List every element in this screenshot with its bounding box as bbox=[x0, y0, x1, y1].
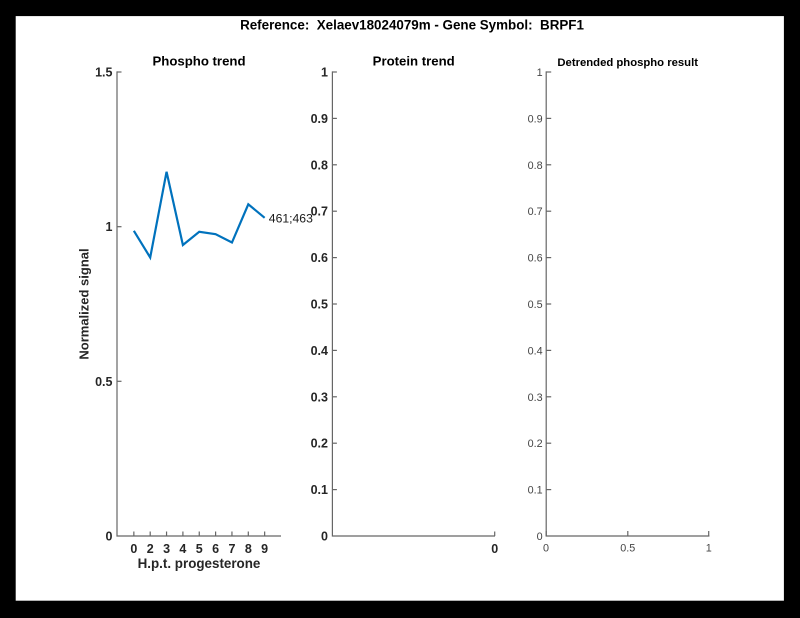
svg-text:0: 0 bbox=[106, 530, 113, 544]
svg-text:461;463: 461;463 bbox=[269, 212, 313, 226]
svg-text:0.3: 0.3 bbox=[528, 392, 543, 404]
svg-text:1: 1 bbox=[321, 66, 328, 80]
svg-text:7: 7 bbox=[228, 542, 235, 556]
svg-text:0.5: 0.5 bbox=[311, 298, 328, 312]
svg-text:0.9: 0.9 bbox=[528, 113, 543, 125]
svg-text:2: 2 bbox=[147, 542, 154, 556]
svg-text:0.2: 0.2 bbox=[311, 437, 328, 451]
svg-text:9: 9 bbox=[261, 542, 268, 556]
svg-text:1.5: 1.5 bbox=[95, 66, 112, 80]
svg-text:3: 3 bbox=[163, 542, 170, 556]
svg-text:0.1: 0.1 bbox=[528, 485, 543, 497]
svg-text:0.7: 0.7 bbox=[311, 205, 328, 219]
svg-text:0.7: 0.7 bbox=[528, 206, 543, 218]
svg-text:0: 0 bbox=[543, 543, 549, 555]
svg-text:1: 1 bbox=[537, 67, 543, 79]
svg-text:0.9: 0.9 bbox=[311, 112, 328, 126]
svg-text:1: 1 bbox=[106, 220, 113, 234]
svg-text:Protein trend: Protein trend bbox=[373, 54, 455, 69]
svg-text:0.3: 0.3 bbox=[311, 390, 328, 404]
svg-text:0: 0 bbox=[537, 531, 543, 543]
svg-text:0.6: 0.6 bbox=[311, 251, 328, 265]
svg-text:0.4: 0.4 bbox=[311, 344, 328, 358]
svg-text:0.5: 0.5 bbox=[620, 543, 635, 555]
svg-text:0.8: 0.8 bbox=[528, 160, 543, 172]
svg-text:8: 8 bbox=[245, 542, 252, 556]
svg-text:4: 4 bbox=[179, 542, 186, 556]
svg-text:Reference: Xelaev18024079m -: Reference: Xelaev18024079m - Gene Symbol… bbox=[240, 18, 584, 33]
svg-text:Normalized signal: Normalized signal bbox=[77, 248, 92, 359]
svg-text:5: 5 bbox=[196, 542, 203, 556]
svg-text:1: 1 bbox=[706, 543, 712, 555]
svg-text:Phospho trend: Phospho trend bbox=[152, 54, 245, 69]
svg-text:0.1: 0.1 bbox=[311, 483, 328, 497]
svg-text:6: 6 bbox=[212, 542, 219, 556]
svg-text:0: 0 bbox=[321, 530, 328, 544]
svg-text:0.5: 0.5 bbox=[95, 375, 112, 389]
svg-text:0.6: 0.6 bbox=[528, 253, 543, 265]
svg-text:0.5: 0.5 bbox=[528, 299, 543, 311]
svg-text:0.4: 0.4 bbox=[528, 345, 543, 357]
svg-text:H.p.t. progesterone: H.p.t. progesterone bbox=[138, 556, 261, 571]
svg-text:0.2: 0.2 bbox=[528, 438, 543, 450]
svg-text:0: 0 bbox=[130, 542, 137, 556]
svg-text:0.8: 0.8 bbox=[311, 158, 328, 172]
svg-text:0: 0 bbox=[491, 542, 498, 556]
svg-text:Detrended phospho result: Detrended phospho result bbox=[557, 57, 698, 69]
